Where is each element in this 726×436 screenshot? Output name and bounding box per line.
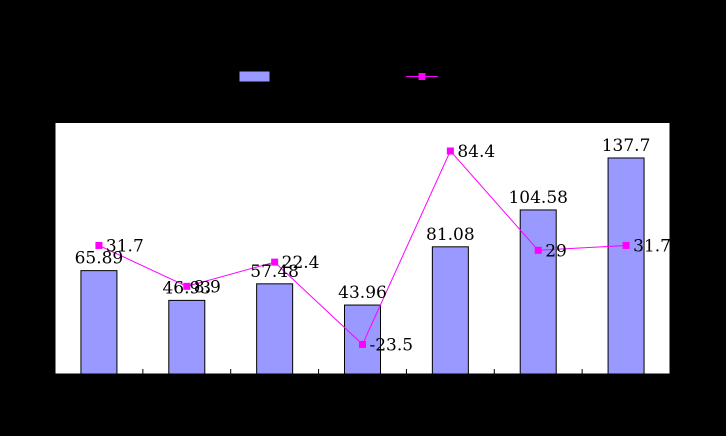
line-marker (271, 258, 279, 266)
line-marker (534, 246, 542, 254)
line-value-label: 31.7 (633, 236, 671, 256)
line-value-label: 31.7 (106, 236, 144, 256)
bar (80, 270, 118, 375)
line-marker (446, 147, 454, 155)
bar-value-label: 43.96 (338, 283, 387, 303)
bar-value-label: 81.08 (426, 225, 475, 245)
bar-value-label: 57.48 (250, 262, 299, 282)
line-marker (622, 241, 630, 249)
line-series (95, 147, 630, 348)
line-marker (183, 282, 191, 290)
bar-value-label: 46.93 (162, 278, 211, 298)
line-value-label: 22.4 (282, 253, 320, 273)
axes (50, 122, 675, 375)
bar-series (80, 157, 645, 375)
line-value-label: 29 (545, 241, 567, 261)
bar (431, 246, 469, 375)
bar (607, 157, 645, 375)
line-value-label: -23.5 (370, 335, 414, 355)
line-marker (95, 241, 103, 249)
data-labels: 65.89 46.93 57.48 43.96 81.08 104.58 137.7 31.7… (75, 136, 671, 355)
bar (168, 299, 206, 375)
line-value-label: 8.9 (194, 277, 221, 297)
bar-value-label: 137.7 (602, 136, 651, 156)
line-value-label: 84.4 (457, 142, 495, 162)
legend-line-marker (418, 73, 426, 80)
legend-bar-swatch (238, 70, 271, 83)
bar (519, 209, 557, 375)
bar-value-label: 104.58 (508, 188, 567, 208)
bar (256, 283, 294, 375)
bar (344, 304, 381, 375)
legend (238, 70, 438, 83)
bar-value-label: 65.89 (75, 249, 124, 269)
line-marker (359, 340, 366, 348)
